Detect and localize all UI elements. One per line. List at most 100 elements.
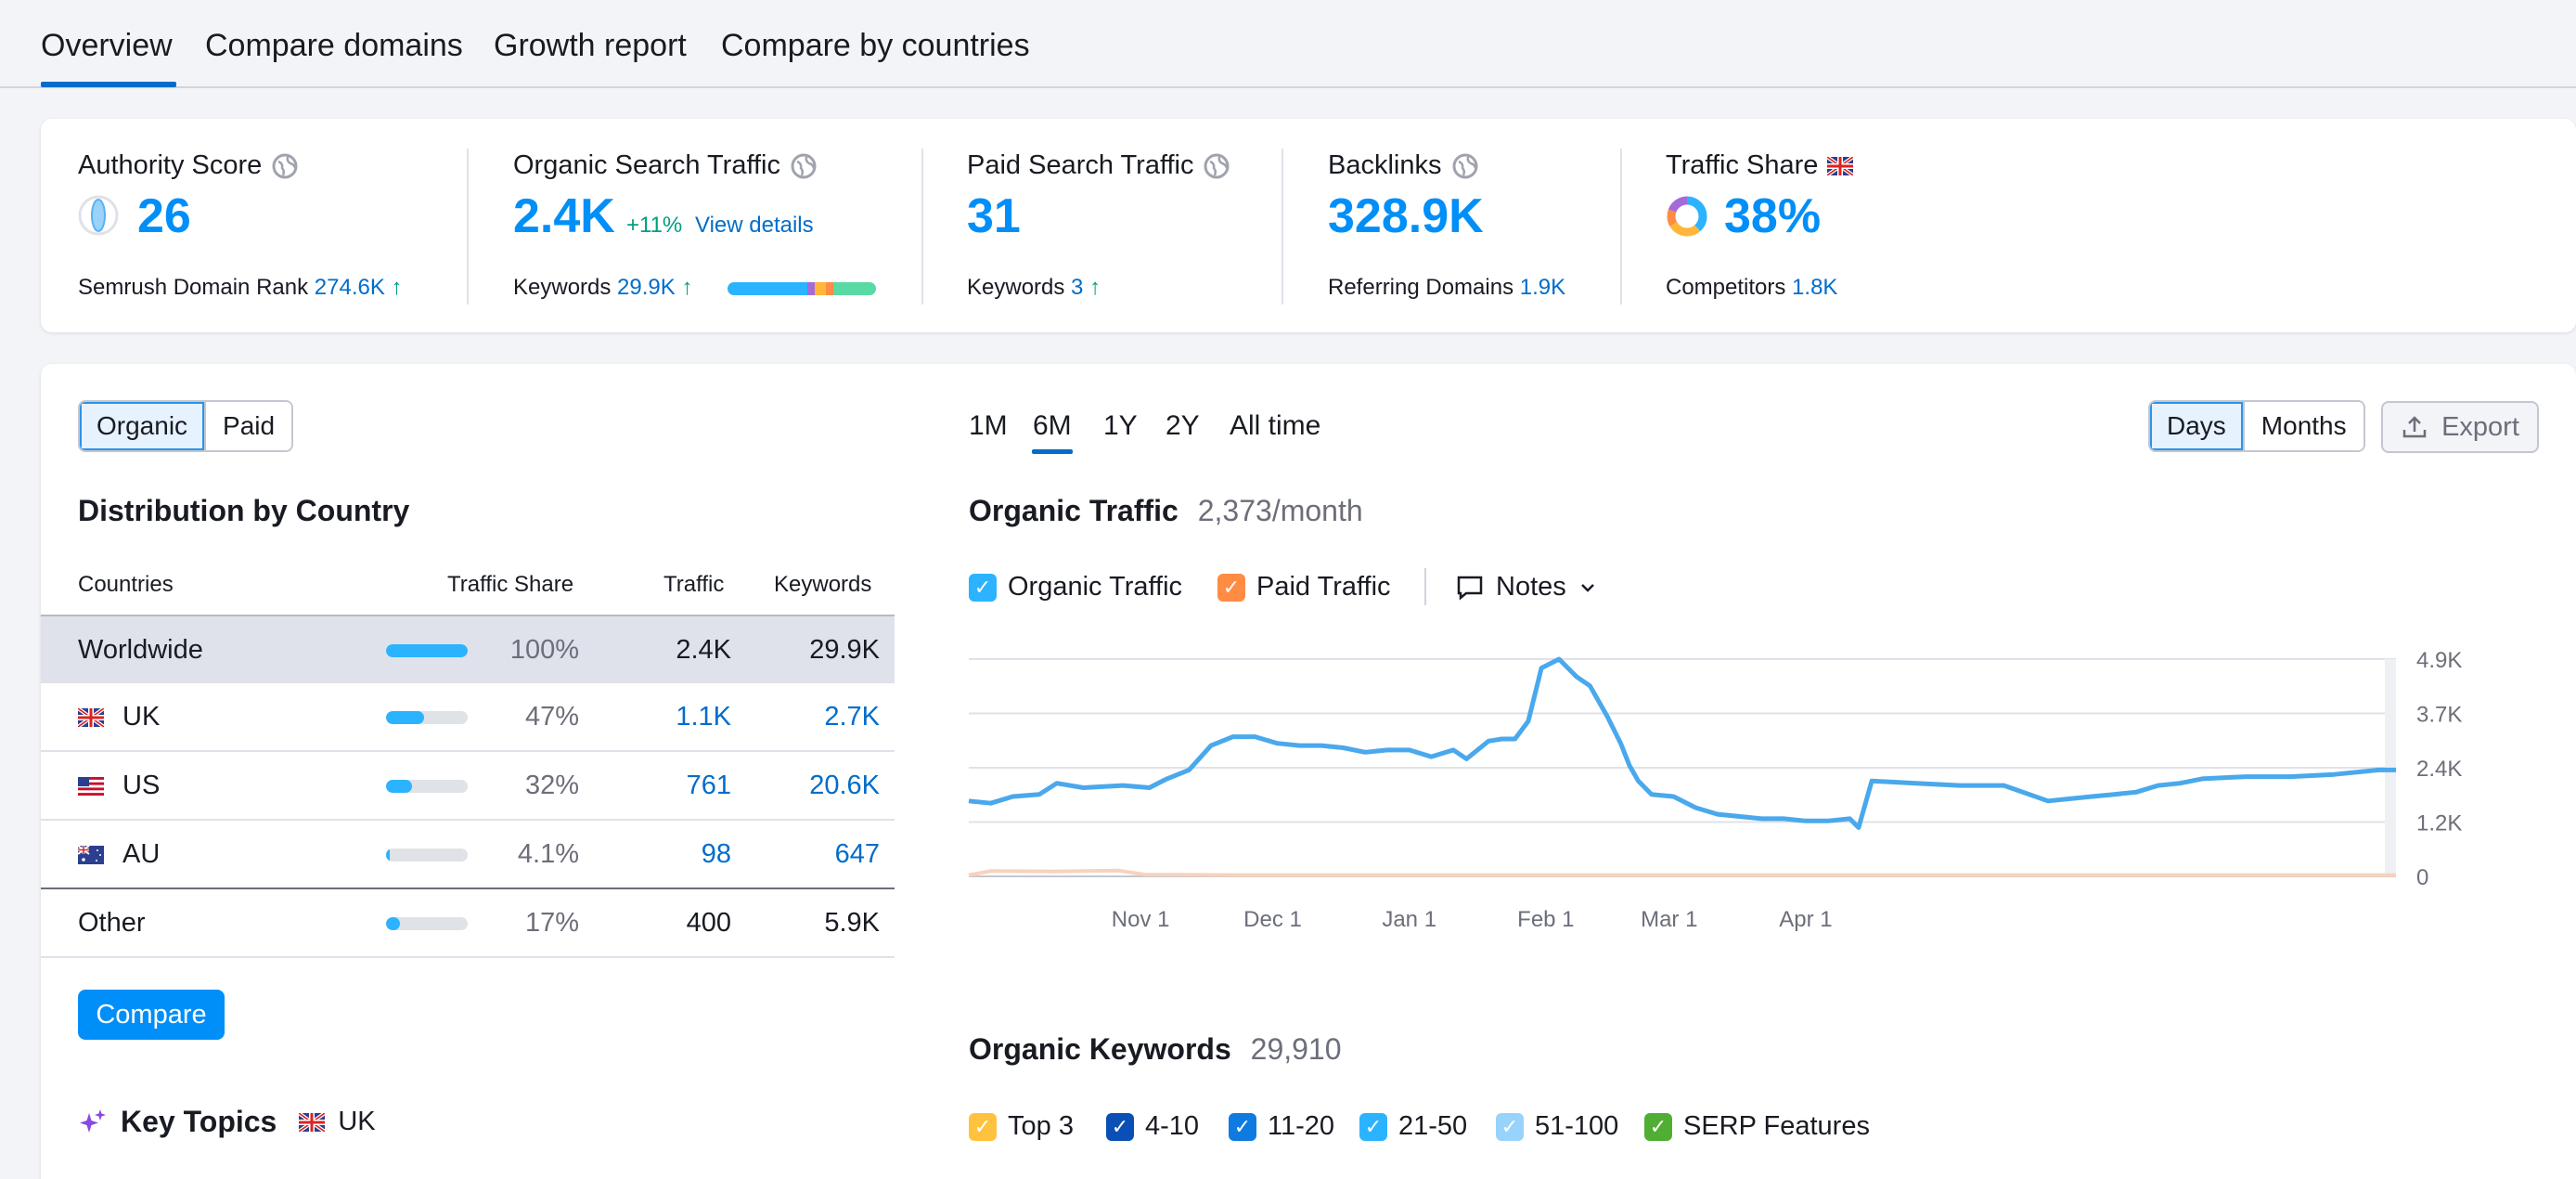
organic-traffic-title: Organic Search Traffic bbox=[513, 150, 818, 181]
notes-dropdown[interactable]: Notes bbox=[1455, 572, 1598, 602]
paid-keywords-value[interactable]: 3 bbox=[1071, 275, 1084, 300]
divider bbox=[467, 149, 469, 304]
globe-icon[interactable] bbox=[790, 152, 818, 180]
period-1m[interactable]: 1M bbox=[969, 410, 1008, 441]
metrics-card bbox=[41, 119, 2576, 332]
backlinks-value: 328.9K bbox=[1328, 189, 1484, 243]
period-6m[interactable]: 6M bbox=[1033, 410, 1072, 441]
keyword-distribution-bar bbox=[728, 282, 876, 295]
table-row-worldwide[interactable]: Worldwide 100% 2.4K 29.9K bbox=[41, 615, 895, 683]
table-row-other[interactable]: Other 17% 400 5.9K bbox=[41, 889, 895, 958]
paid-keywords-label: Keywords bbox=[967, 275, 1065, 300]
key-topics-country[interactable]: UK bbox=[338, 1107, 376, 1136]
share-percent: 4.1% bbox=[517, 839, 579, 869]
keywords-value[interactable]: 20.6K bbox=[809, 771, 880, 800]
divider bbox=[1424, 568, 1426, 605]
filter-label: 21-50 bbox=[1398, 1111, 1468, 1141]
country-label: Other bbox=[78, 908, 146, 938]
tab-growth-report[interactable]: Growth report bbox=[494, 28, 687, 63]
days-button[interactable]: Days bbox=[2150, 402, 2243, 450]
country-label: Worldwide bbox=[78, 635, 203, 665]
column-traffic[interactable]: Traffic bbox=[663, 572, 725, 597]
organic-keywords-label: Keywords bbox=[513, 275, 612, 300]
tab-overview[interactable]: Overview bbox=[41, 28, 173, 63]
traffic-value[interactable]: 761 bbox=[686, 771, 731, 800]
checkbox-checked-icon: ✓ bbox=[1229, 1112, 1256, 1141]
export-button[interactable]: Export bbox=[2381, 401, 2539, 453]
tab-compare-by-countries[interactable]: Compare by countries bbox=[721, 28, 1030, 63]
y-tick-label: 3.7K bbox=[2416, 703, 2462, 728]
backlinks-label: Backlinks bbox=[1328, 150, 1442, 180]
months-button[interactable]: Months bbox=[2242, 402, 2363, 450]
legend-organic-label: Organic Traffic bbox=[1008, 572, 1183, 602]
keywords-value[interactable]: 647 bbox=[834, 839, 880, 869]
upload-icon bbox=[2402, 416, 2427, 438]
table-row-uk[interactable]: UK 47% 1.1K 2.7K bbox=[41, 683, 895, 752]
filter-label: 11-20 bbox=[1268, 1111, 1335, 1141]
comment-icon bbox=[1457, 576, 1483, 601]
period-1y[interactable]: 1Y bbox=[1103, 410, 1138, 441]
traffic-share-donut-icon bbox=[1667, 196, 1707, 237]
organic-toggle-button[interactable]: Organic bbox=[80, 402, 205, 450]
organic-traffic-chart[interactable]: 4.9K 3.7K 2.4K 1.2K 0 Nov 1 Dec 1 Jan 1 Feb 1 Mar… bbox=[965, 641, 2561, 938]
filter-label: SERP Features bbox=[1683, 1111, 1870, 1141]
semrush-rank-value[interactable]: 274.6K bbox=[314, 275, 385, 300]
share-percent: 100% bbox=[509, 635, 579, 665]
y-tick-label: 1.2K bbox=[2416, 811, 2462, 836]
filter-21-50[interactable]: ✓ 21-50 bbox=[1359, 1111, 1467, 1142]
y-tick-label: 0 bbox=[2416, 865, 2428, 890]
bar-segment bbox=[815, 282, 826, 295]
filter-51-100[interactable]: ✓ 51-100 bbox=[1496, 1111, 1618, 1142]
paid-toggle-button[interactable]: Paid bbox=[204, 402, 292, 450]
paid-traffic-title: Paid Search Traffic bbox=[967, 150, 1230, 181]
checkbox-checked-icon: ✓ bbox=[1106, 1112, 1134, 1141]
globe-icon[interactable] bbox=[1451, 152, 1479, 180]
filter-4-10[interactable]: ✓ 4-10 bbox=[1106, 1111, 1199, 1142]
traffic-value: 400 bbox=[686, 908, 731, 938]
filter-serp-features[interactable]: ✓ SERP Features bbox=[1644, 1111, 1870, 1142]
sparkle-icon bbox=[80, 1108, 106, 1133]
authority-gauge-icon bbox=[78, 195, 119, 236]
organic-traffic-label: Organic Search Traffic bbox=[513, 150, 780, 180]
organic-traffic-monthly: 2,373/month bbox=[1197, 494, 1363, 527]
globe-icon[interactable] bbox=[271, 152, 299, 180]
globe-icon[interactable] bbox=[1203, 152, 1230, 180]
table-row-us[interactable]: US 32% 761 20.6K bbox=[41, 752, 895, 821]
period-all-time[interactable]: All time bbox=[1230, 410, 1321, 441]
country-label: AU bbox=[122, 839, 161, 869]
distribution-title: Distribution by Country bbox=[78, 494, 410, 527]
referring-domains-value[interactable]: 1.9K bbox=[1519, 275, 1566, 300]
organic-keywords: Keywords 29.9K ↑ bbox=[513, 275, 692, 301]
organic-keywords-value[interactable]: 29.9K bbox=[617, 275, 676, 300]
notes-label: Notes bbox=[1496, 572, 1566, 602]
compare-button[interactable]: Compare bbox=[78, 990, 225, 1040]
divider bbox=[1620, 149, 1622, 304]
legend-organic-traffic[interactable]: ✓ Organic Traffic bbox=[969, 572, 1182, 602]
traffic-value[interactable]: 98 bbox=[701, 839, 731, 869]
filter-11-20[interactable]: ✓ 11-20 bbox=[1229, 1111, 1334, 1142]
share-bar-fill bbox=[386, 780, 413, 793]
referring-domains-label: Referring Domains bbox=[1328, 275, 1514, 300]
table-row-au[interactable]: AU 4.1% 98 647 bbox=[41, 821, 895, 889]
x-tick-label: Apr 1 bbox=[1779, 907, 1832, 932]
share-bar bbox=[386, 917, 468, 930]
column-traffic-share[interactable]: Traffic Share bbox=[447, 572, 574, 597]
column-keywords[interactable]: Keywords bbox=[774, 572, 872, 597]
competitors: Competitors 1.8K bbox=[1666, 275, 1837, 301]
country-name: UK bbox=[78, 702, 160, 732]
share-bar-fill bbox=[386, 644, 468, 657]
legend-paid-traffic[interactable]: ✓ Paid Traffic bbox=[1217, 572, 1391, 602]
traffic-value[interactable]: 1.1K bbox=[676, 702, 731, 732]
filter-top-3[interactable]: ✓ Top 3 bbox=[969, 1111, 1074, 1142]
competitors-value[interactable]: 1.8K bbox=[1792, 275, 1838, 300]
tab-compare-domains[interactable]: Compare domains bbox=[205, 28, 463, 63]
country-name: Other bbox=[78, 908, 146, 939]
bar-segment bbox=[728, 282, 807, 295]
organic-traffic-value: 2.4K bbox=[513, 189, 615, 243]
organic-traffic-chart-label: Organic Traffic bbox=[969, 494, 1179, 527]
authority-score-title: Authority Score bbox=[78, 150, 299, 181]
view-details-link[interactable]: View details bbox=[695, 213, 814, 238]
rank-up-arrow: ↑ bbox=[391, 275, 403, 300]
period-2y[interactable]: 2Y bbox=[1166, 410, 1200, 441]
keywords-value[interactable]: 2.7K bbox=[824, 702, 880, 732]
